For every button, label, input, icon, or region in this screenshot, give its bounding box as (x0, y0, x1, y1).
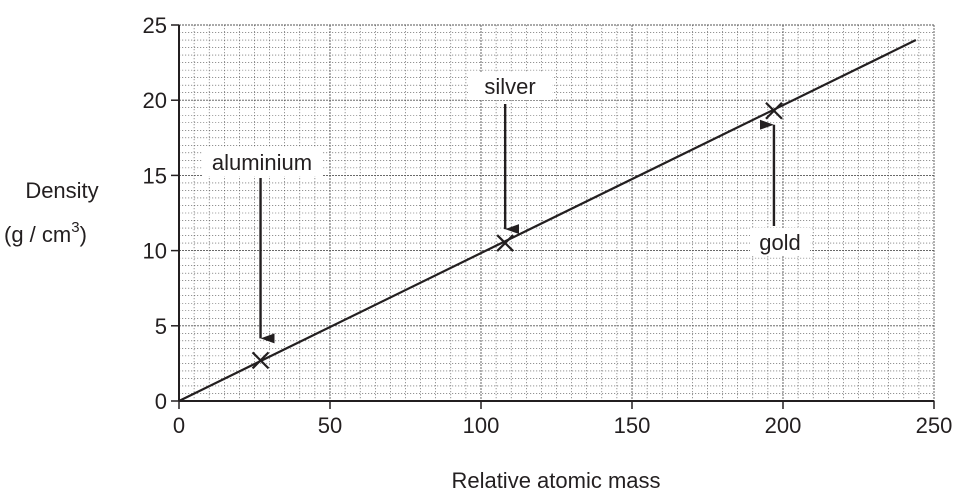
axes (171, 24, 935, 409)
y-tick-label: 0 (155, 389, 167, 414)
y-axis-unit-exponent: 3 (71, 219, 79, 236)
y-axis-label-line2: (g / cm3) (4, 219, 87, 247)
y-tick-label: 10 (143, 239, 167, 264)
x-tick-label: 150 (614, 413, 651, 438)
tick-labels: 0 50 100 150 200 250 0 5 10 15 20 25 (143, 13, 953, 438)
data-series (178, 39, 917, 402)
x-tick-label: 250 (916, 413, 953, 438)
x-tick-label: 100 (463, 413, 500, 438)
annotation-aluminium: aluminium (202, 148, 322, 344)
y-tick-label: 5 (155, 314, 167, 339)
annotation-label: gold (759, 230, 801, 255)
trend-line (178, 39, 917, 402)
y-axis-unit: (g / cm (4, 222, 71, 247)
annotation-silver: silver (468, 72, 552, 235)
annotation-gold: gold (750, 119, 810, 256)
axis-labels: Relative atomic mass Density (g / cm3) (4, 178, 661, 493)
annotation-label: silver (484, 74, 535, 99)
annotation-background (750, 228, 810, 256)
x-axis-label: Relative atomic mass (451, 468, 660, 493)
annotation-background (202, 148, 322, 176)
data-point-silver (496, 234, 514, 252)
annotation-label: aluminium (212, 150, 312, 175)
y-tick-label: 25 (143, 13, 167, 38)
y-axis-unit-close: ) (80, 222, 87, 247)
data-point-aluminium (251, 351, 270, 370)
x-tick-label: 0 (173, 413, 185, 438)
y-tick-label: 20 (143, 88, 167, 113)
x-tick-label: 200 (765, 413, 802, 438)
annotations: aluminium silver gold (202, 72, 810, 344)
annotation-background (468, 72, 552, 100)
y-tick-label: 15 (143, 163, 167, 188)
data-point-gold (765, 101, 783, 120)
x-tick-label: 50 (318, 413, 342, 438)
y-axis-label-line1: Density (25, 178, 98, 203)
